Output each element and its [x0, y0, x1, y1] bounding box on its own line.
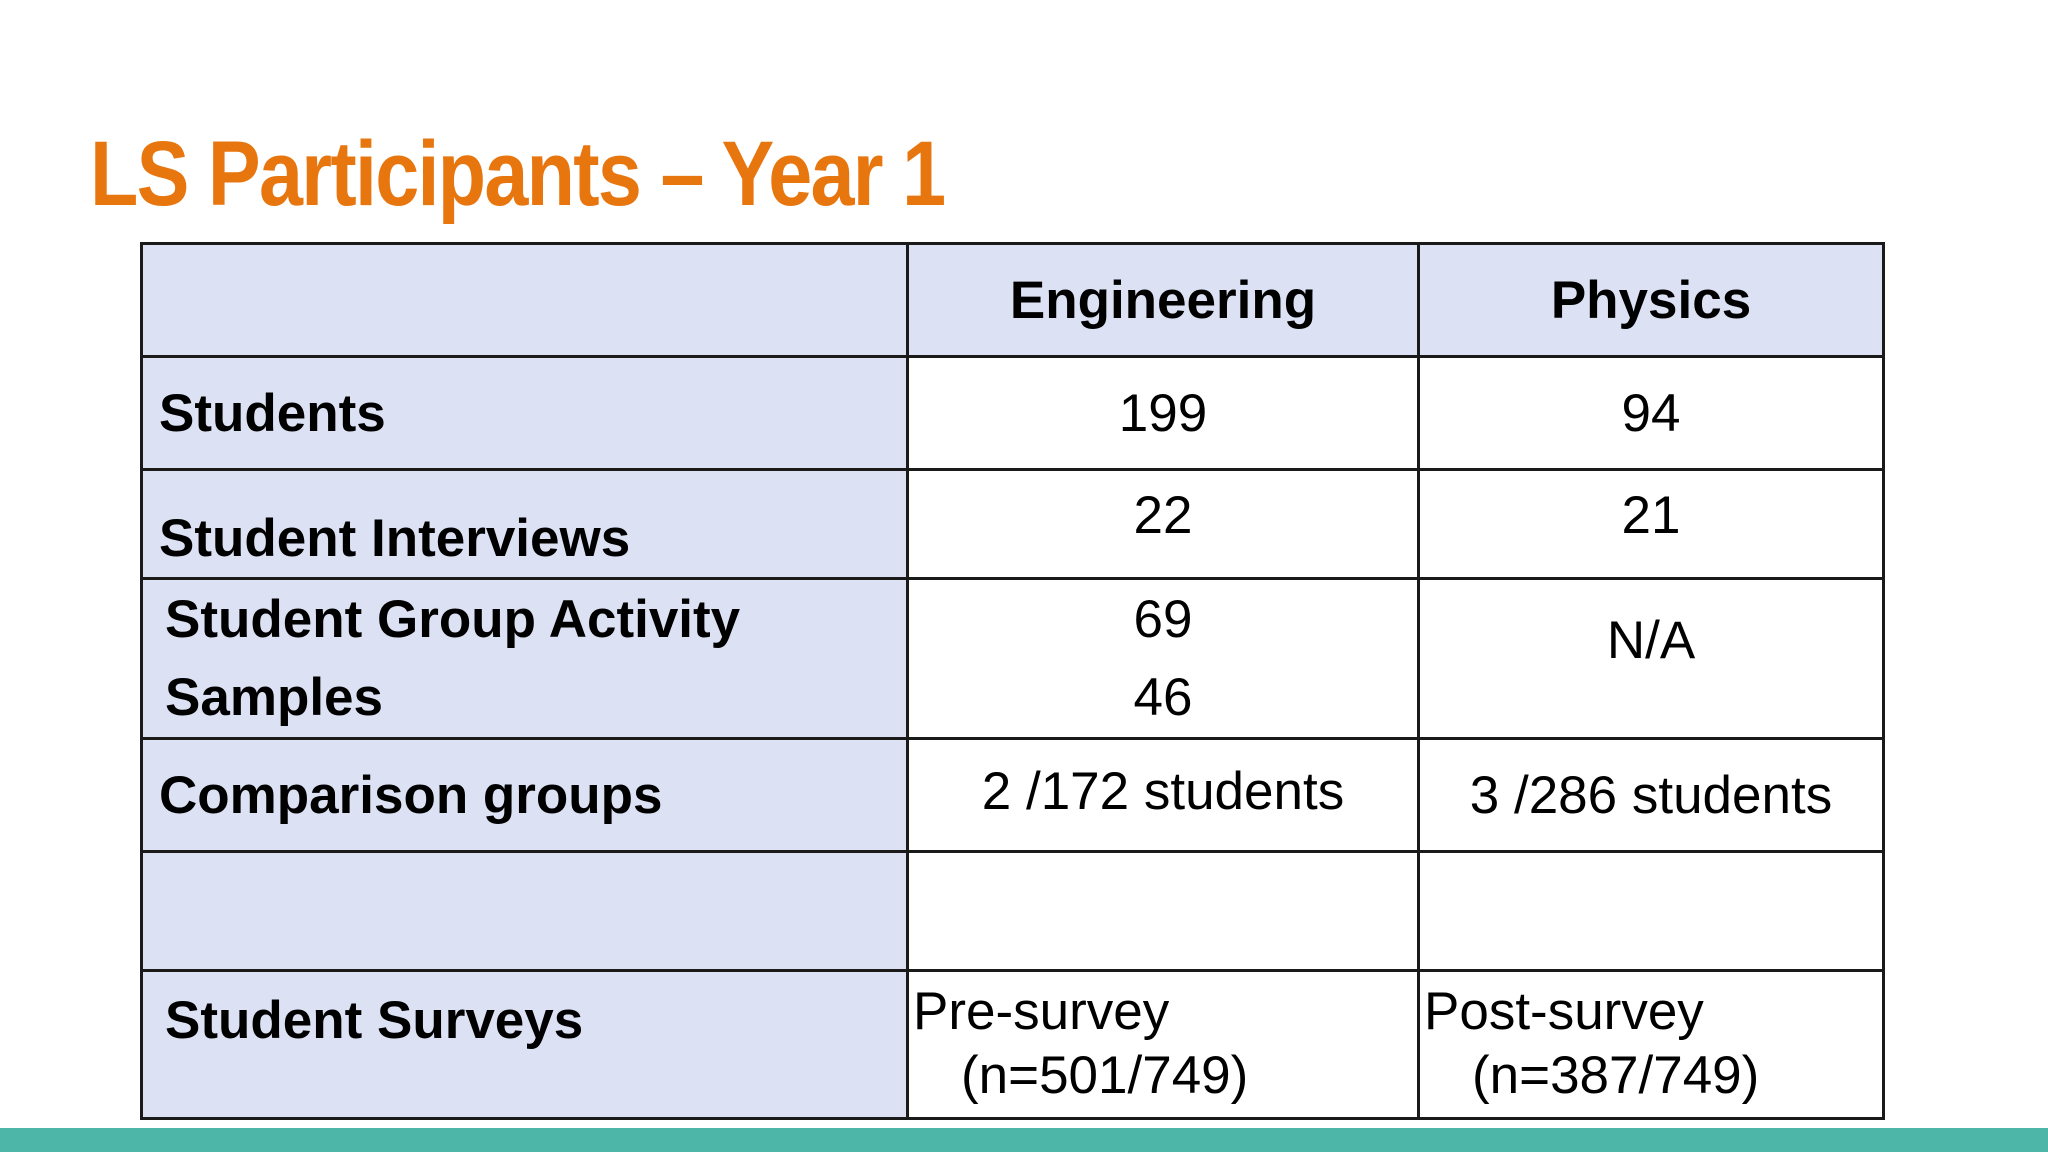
cell-physics-group-activity: N/A: [1417, 577, 1885, 740]
row-label-line: Samples: [165, 667, 384, 727]
cell-engineering-group-activity: 69 46: [906, 577, 1420, 740]
survey-line: Pre-survey: [913, 982, 1170, 1041]
column-header-physics: Physics: [1417, 242, 1885, 358]
table-header-row: Engineering Physics: [140, 242, 1885, 358]
survey-line: Post-survey: [1424, 982, 1704, 1041]
cell-line: 46: [1133, 667, 1193, 727]
row-label-student-interviews: Student Interviews: [140, 468, 909, 580]
cell-physics-empty: [1417, 850, 1885, 972]
slide-title: LS Participants – Year 1: [90, 123, 946, 225]
table-row: [140, 850, 1885, 972]
cell-physics-surveys: Post-survey (n=387/749): [1417, 969, 1885, 1120]
survey-line: (n=387/749): [1472, 1046, 1760, 1105]
row-label-comparison-groups: Comparison groups: [140, 737, 909, 853]
row-label-empty: [140, 850, 909, 972]
table-corner-cell: [140, 242, 909, 358]
cell-physics-interviews: 21: [1417, 468, 1885, 580]
cell-engineering-interviews: 22: [906, 468, 1420, 580]
cell-physics-comparison: 3 /286 students: [1417, 737, 1885, 853]
table-row: Student Interviews 22 21: [140, 468, 1885, 580]
participants-table: Engineering Physics Students 199 94 Stud…: [140, 242, 1885, 1120]
survey-line: (n=501/749): [961, 1046, 1249, 1105]
table-row: Student Surveys Pre-survey (n=501/749) P…: [140, 969, 1885, 1120]
cell-engineering-students: 199: [906, 355, 1420, 471]
row-label-group-activity: Student Group Activity Samples: [140, 577, 909, 740]
cell-engineering-empty: [906, 850, 1420, 972]
row-label-student-surveys: Student Surveys: [140, 969, 909, 1120]
cell-physics-students: 94: [1417, 355, 1885, 471]
table-row: Student Group Activity Samples 69 46 N/A: [140, 577, 1885, 740]
table-row: Students 199 94: [140, 355, 1885, 471]
cell-line: 69: [1133, 589, 1193, 649]
row-label-line: Student Group Activity: [165, 589, 741, 649]
column-header-engineering: Engineering: [906, 242, 1420, 358]
cell-engineering-surveys: Pre-survey (n=501/749): [906, 969, 1420, 1120]
table-row: Comparison groups 2 /172 students 3 /286…: [140, 737, 1885, 853]
cell-engineering-comparison: 2 /172 students: [906, 737, 1420, 853]
row-label-students: Students: [140, 355, 909, 471]
footer-bar: [0, 1128, 2048, 1152]
